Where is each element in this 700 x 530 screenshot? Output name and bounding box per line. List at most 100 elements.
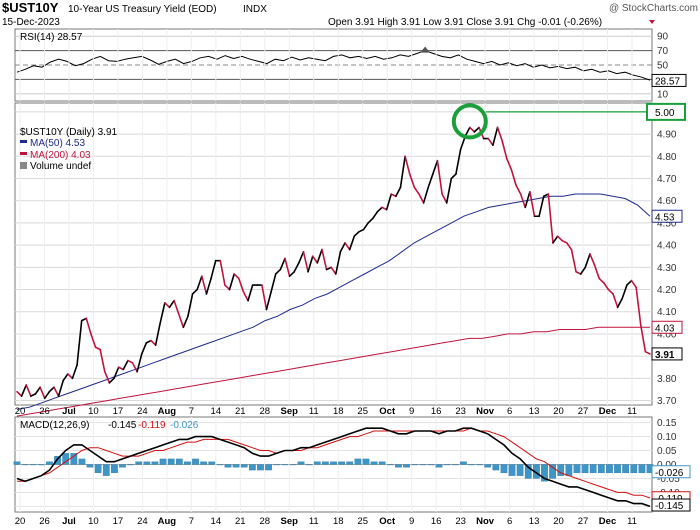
price-segment <box>639 324 647 353</box>
macd-histogram-bar <box>159 458 167 465</box>
price-segment <box>371 211 379 220</box>
x-tick-label-bottom: Nov <box>476 516 495 527</box>
price-segment <box>265 290 272 311</box>
price-tick-label: 4.60 <box>657 196 677 207</box>
price-segment <box>247 284 254 302</box>
macd-histogram-bar <box>257 464 264 471</box>
price-tick-label: 4.30 <box>657 263 677 274</box>
macd-histogram-bar <box>435 464 443 468</box>
macd-histogram-bar <box>224 464 232 468</box>
price-tick-label: 4.10 <box>657 307 677 318</box>
x-tick-label: 11 <box>627 406 637 417</box>
x-tick-label-bottom: 25 <box>357 516 368 527</box>
macd-histogram-bar <box>411 464 419 466</box>
resistance-label: 5.00 <box>655 108 675 119</box>
x-tick-label-bottom: 20 <box>15 516 26 527</box>
price-segment <box>279 257 286 271</box>
price-segment <box>552 235 559 244</box>
price-segment <box>293 262 300 273</box>
price-segment <box>339 242 346 253</box>
price-segment <box>233 273 240 280</box>
ma200-legend: MA(200) 4.03 <box>30 150 91 161</box>
price-tick-label: 4.50 <box>657 218 677 229</box>
macd-histogram-bar <box>484 464 492 468</box>
price-segment <box>390 193 397 198</box>
ma200-value-label: 4.03 <box>655 323 675 334</box>
macd-histogram-bar <box>370 461 378 465</box>
price-segment <box>344 242 351 251</box>
macd-histogram-bar <box>78 458 86 465</box>
x-tick-label: 28 <box>260 406 271 417</box>
macd-histogram-bar <box>281 464 289 466</box>
macd-histogram-bar <box>21 464 29 466</box>
price-legend: $UST10Y (Daily) 3.91 <box>20 127 118 138</box>
price-segment <box>99 348 106 373</box>
price-segment <box>311 255 319 264</box>
macd-histogram-bar <box>37 464 45 466</box>
x-tick-label: 20 <box>15 406 26 417</box>
price-segment <box>25 384 32 397</box>
macd-histogram-bar <box>427 464 435 466</box>
price-segment <box>427 173 434 189</box>
rsi-tick-label: 70 <box>657 46 669 57</box>
price-segment <box>408 173 416 189</box>
price-segment <box>43 390 51 400</box>
macd-histogram-bar <box>127 464 134 466</box>
x-tick-label-bottom: 11 <box>627 516 637 527</box>
price-segment <box>473 126 480 133</box>
macd-tick-label: 0.10 <box>657 432 677 443</box>
rsi-tick-label: 90 <box>657 32 669 43</box>
macd-legend-title: MACD(12,26,9) <box>20 420 89 431</box>
x-tick-label: 23 <box>455 406 466 417</box>
price-segment <box>436 159 443 195</box>
price-segment <box>71 364 78 380</box>
macd-histogram-bar <box>289 464 297 466</box>
price-tick-label: 4.00 <box>657 329 677 340</box>
price-segment <box>515 184 522 195</box>
macd-histogram-bar <box>330 461 337 465</box>
price-segment <box>288 270 296 278</box>
rsi-tick-label: 50 <box>657 61 669 72</box>
ma50-legend: MA(50) 4.53 <box>30 138 85 149</box>
price-segment <box>154 322 162 346</box>
price-tick-label: 4.40 <box>657 241 677 252</box>
macd-histogram-bar <box>111 464 118 474</box>
macd-histogram-bar <box>184 461 191 465</box>
price-value-label-box <box>651 347 683 361</box>
price-segment <box>316 248 323 264</box>
macd-histogram-bar <box>240 464 248 468</box>
price-segment <box>131 362 138 373</box>
price-panel-frame <box>14 102 653 406</box>
price-segment <box>205 277 212 295</box>
price-segment <box>237 277 245 293</box>
price-segment <box>274 268 282 275</box>
price-segment <box>210 259 217 280</box>
price-segment <box>348 235 356 251</box>
price-tick-label: 4.70 <box>657 174 677 185</box>
price-segment <box>367 217 374 224</box>
price-segment <box>228 273 235 291</box>
price-segment <box>67 373 74 380</box>
macd-histogram-bar <box>573 464 581 474</box>
rsi-overbought-marker <box>420 46 431 53</box>
rsi-panel-frame <box>14 28 653 102</box>
ohlc-summary: Open 3.91 High 3.91 Low 3.91 Close 3.91 … <box>328 17 602 28</box>
price-segment <box>196 275 203 291</box>
rsi-last-box <box>651 73 687 87</box>
price-tick-label: 3.80 <box>657 374 677 385</box>
x-tick-label: 17 <box>113 406 124 417</box>
price-segment <box>492 126 499 146</box>
price-segment <box>385 193 393 211</box>
macd-histogram-bar <box>143 461 151 465</box>
price-segment <box>140 342 148 355</box>
macd-histogram-bar <box>638 464 646 474</box>
price-segment <box>117 366 125 371</box>
macd-tick-label: -0.05 <box>657 474 680 485</box>
macd-histogram-bar <box>200 461 208 465</box>
price-segment <box>630 279 637 289</box>
price-segment <box>598 277 605 284</box>
macd-histogram-bar <box>589 464 597 474</box>
x-tick-label: 6 <box>507 406 512 417</box>
x-tick-label: Sep <box>281 406 299 417</box>
